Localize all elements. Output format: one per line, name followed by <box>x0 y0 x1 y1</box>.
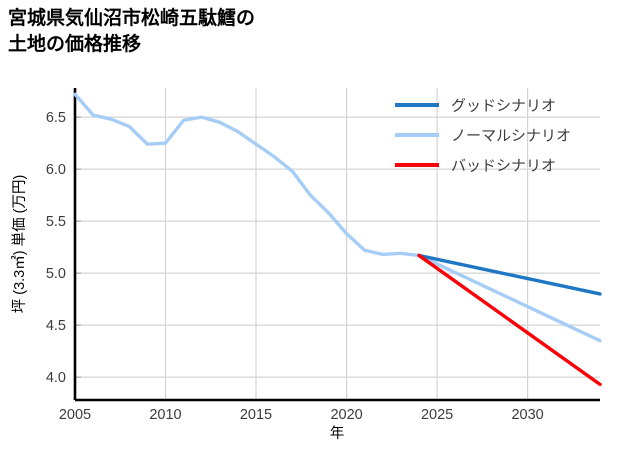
data-series <box>73 92 602 387</box>
legend-label: バッドシナリオ <box>451 158 556 175</box>
x-axis-title: 年 <box>330 425 345 442</box>
x-tick-label: 2025 <box>421 407 453 423</box>
legend-label: グッドシナリオ <box>451 98 556 115</box>
y-tick-label: 5.5 <box>46 214 66 230</box>
series-line <box>73 92 602 343</box>
y-tick-label: 5.0 <box>46 266 66 282</box>
page-title: 宮城県気仙沼市松崎五駄鱈の 土地の価格推移 <box>8 8 256 55</box>
x-tick-labels: 2005 2010 2015 2020 2025 2030 <box>59 407 544 423</box>
y-axis-title: 坪 (3.3㎡) 単価 (万円) <box>11 175 28 314</box>
y-tick-label: 4.5 <box>46 318 66 334</box>
axis-spines <box>73 88 600 402</box>
x-tick-label: 2020 <box>330 407 362 423</box>
legend-label: ノーマルシナリオ <box>451 128 571 145</box>
x-tick-label: 2010 <box>149 407 181 423</box>
y-tick-label: 6.5 <box>46 110 66 126</box>
series-line <box>417 253 602 387</box>
x-tick-label: 2015 <box>240 407 272 423</box>
x-tick-label: 2005 <box>59 407 91 423</box>
y-tick-label: 6.0 <box>46 162 66 178</box>
x-tick-label: 2030 <box>511 407 543 423</box>
y-tick-label: 4.0 <box>46 370 66 386</box>
grid-lines <box>75 88 600 400</box>
series-line <box>417 253 602 296</box>
y-tick-labels: 4.0 4.5 5.0 5.5 6.0 6.5 <box>46 110 66 386</box>
